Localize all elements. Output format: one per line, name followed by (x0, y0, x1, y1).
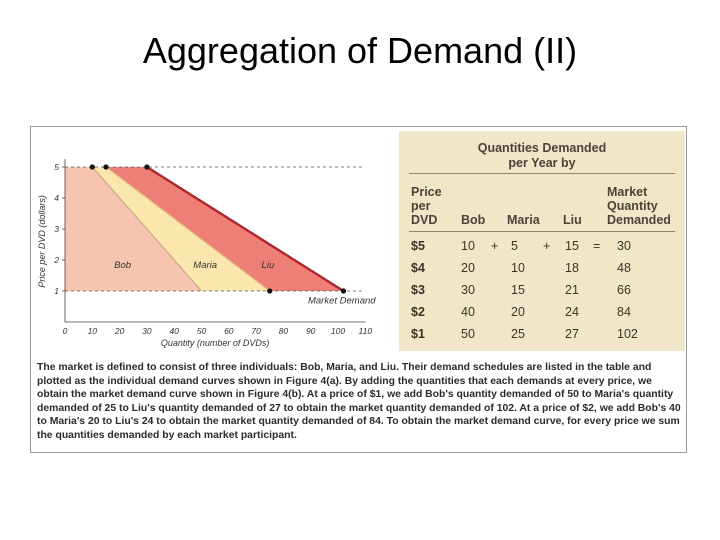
endpoint-dot-5 (340, 288, 347, 294)
y-tick-1: 1 (54, 286, 59, 296)
header-maria-label: Maria (507, 213, 540, 227)
header-price-line-2: per (411, 199, 431, 213)
table-title-line-2: per Year by (508, 156, 576, 170)
y-tick-5: 5 (54, 162, 59, 172)
y-tick-3: 3 (54, 224, 59, 234)
cell-price-1: $5 (411, 239, 425, 253)
cell-liu-1: 15 (565, 239, 579, 253)
endpoint-dot-3 (267, 288, 273, 294)
plus-sign-1: + (491, 239, 499, 253)
header-price: Price per DVD (411, 185, 442, 227)
x-tick-90: 90 (306, 326, 316, 336)
cell-liu-3: 21 (565, 283, 579, 297)
cell-price-5: $1 (411, 327, 425, 341)
x-tick-100: 100 (331, 326, 345, 336)
cell-price-3: $3 (411, 283, 425, 297)
y-axis-label: Price per DVD (dollars) (37, 195, 47, 288)
header-price-line-3: DVD (411, 213, 438, 227)
band-liu (105, 167, 344, 291)
table-header-rule (409, 231, 675, 232)
cell-liu-4: 24 (565, 305, 579, 319)
x-tick-110: 110 (359, 326, 373, 336)
header-bob: Bob (461, 213, 485, 227)
x-tick-10: 10 (88, 326, 98, 336)
cell-bob-1: 10 (461, 239, 475, 253)
endpoint-dot-2 (103, 164, 109, 170)
slide-title: Aggregation of Demand (II) (142, 30, 578, 71)
demand-chart: 0 10 20 30 40 50 60 70 80 90 100 110 1 2 3 4 5 Quantity (… (37, 159, 376, 348)
cell-market-2: 48 (617, 261, 631, 275)
cell-liu-2: 18 (565, 261, 579, 275)
cell-maria-3: 15 (511, 283, 525, 297)
header-market-line-2: Quantity (607, 199, 658, 213)
header-maria: Maria (507, 213, 540, 227)
table-title: Quantities Demanded per Year by (399, 141, 685, 171)
x-tick-80: 80 (279, 326, 289, 336)
cell-market-1: 30 (617, 239, 631, 253)
band-bob (65, 167, 202, 291)
plus-sign-2: + (543, 239, 551, 253)
cell-bob-2: 20 (461, 261, 475, 275)
cell-price-4: $2 (411, 305, 425, 319)
label-liu: Liu (262, 260, 275, 271)
header-market-line-1: Market (607, 185, 648, 199)
line-bob (91, 166, 202, 292)
cell-bob-3: 30 (461, 283, 475, 297)
cell-liu-5: 27 (565, 327, 579, 341)
equals-sign: = (593, 239, 601, 253)
header-liu: Liu (563, 213, 582, 227)
line-maria (105, 166, 271, 292)
endpoint-dot-1 (89, 164, 95, 170)
table-title-rule (409, 173, 675, 174)
x-tick-70: 70 (251, 326, 261, 336)
line-market-demand (146, 165, 345, 293)
x-axis-label: Quantity (number of DVDs) (161, 338, 270, 348)
x-tick-30: 30 (142, 326, 152, 336)
header-bob-label: Bob (461, 213, 486, 227)
cell-maria-5: 25 (511, 327, 525, 341)
cell-market-5: 102 (617, 327, 638, 341)
cell-market-4: 84 (617, 305, 631, 319)
header-market-line-3: Demanded (607, 213, 671, 227)
figure-panel: 0 10 20 30 40 50 60 70 80 90 100 110 1 2 3 4 5 Quantity (… (30, 126, 687, 453)
header-market: Market Quantity Demanded (607, 185, 671, 227)
cell-price-2: $4 (411, 261, 425, 275)
cell-bob-5: 50 (461, 327, 475, 341)
cell-maria-1: 5 (511, 239, 518, 253)
endpoint-dot-4 (144, 164, 150, 170)
y-tick-4: 4 (54, 193, 59, 203)
cell-bob-4: 40 (461, 305, 475, 319)
label-market-demand: Market Demand (308, 295, 376, 306)
x-tick-40: 40 (169, 326, 179, 336)
figure-caption: The market is defined to consist of thre… (37, 362, 681, 441)
header-liu-label: Liu (563, 213, 582, 227)
header-price-line-1: Price (411, 185, 442, 199)
x-tick-0: 0 (63, 326, 68, 336)
label-bob: Bob (114, 260, 131, 271)
y-tick-2: 2 (53, 255, 59, 265)
table-title-line-1: Quantities Demanded (477, 141, 607, 155)
x-tick-60: 60 (224, 326, 234, 336)
x-tick-50: 50 (197, 326, 207, 336)
x-tick-20: 20 (114, 326, 125, 336)
label-maria: Maria (193, 260, 217, 271)
demand-table: Quantities Demanded per Year by Price pe… (399, 131, 685, 351)
band-maria (92, 167, 270, 291)
cell-maria-4: 20 (511, 305, 525, 319)
cell-market-3: 66 (617, 283, 631, 297)
cell-maria-2: 10 (511, 261, 525, 275)
